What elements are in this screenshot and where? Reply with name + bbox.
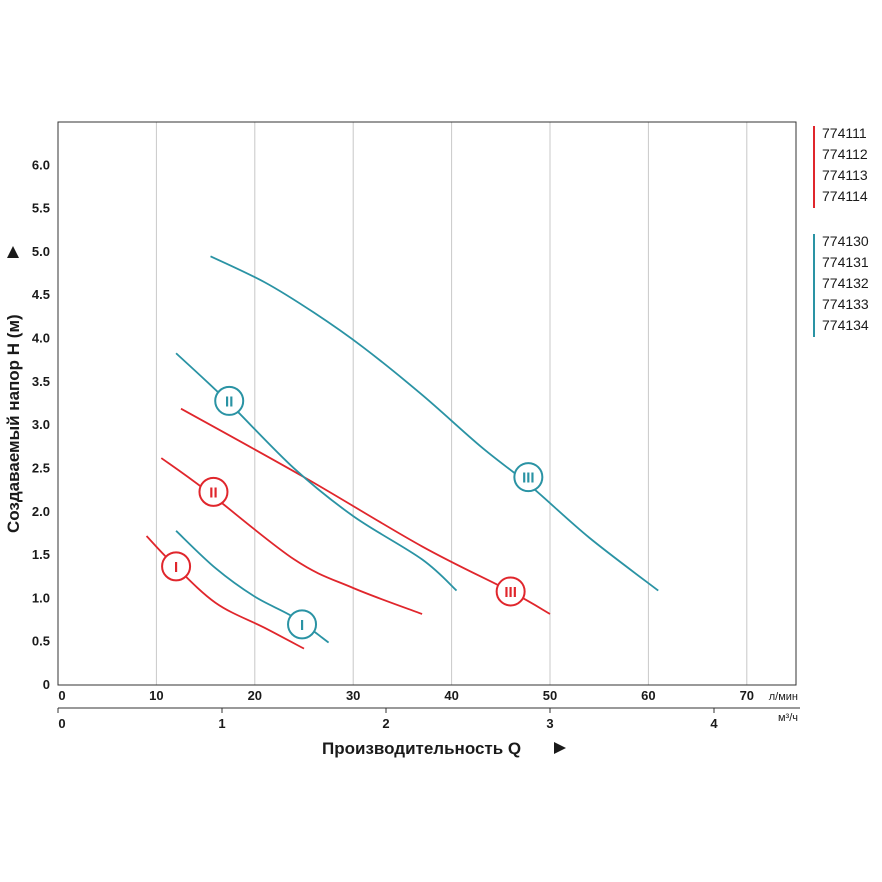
y-tick-label: 2.5 bbox=[32, 460, 50, 475]
legend-entry: 774133 bbox=[822, 296, 869, 312]
y-axis-title: Создаваемый напор H (м) bbox=[4, 314, 23, 533]
legend-entry: 774130 bbox=[822, 233, 869, 249]
speed-marker-red-iii: III bbox=[495, 576, 526, 607]
speed-marker-circle bbox=[214, 385, 245, 416]
x-tick-label: 10 bbox=[149, 688, 163, 703]
speed-marker-blue-i: I bbox=[287, 609, 318, 640]
legend-entry: 774114 bbox=[822, 188, 868, 204]
plot-frame bbox=[57, 121, 797, 686]
speed-marker-circle bbox=[287, 609, 318, 640]
speed-marker-label: III bbox=[504, 584, 517, 601]
speed-marker-label: III bbox=[522, 470, 535, 487]
y-tick-label: 0.5 bbox=[32, 634, 50, 649]
y-tick-label: 5.5 bbox=[32, 201, 50, 216]
y-tick-label: 3.5 bbox=[32, 374, 50, 389]
x-tick-label: 50 bbox=[543, 688, 557, 703]
legend-entry: 774112 bbox=[822, 146, 868, 162]
x-tick-label: 40 bbox=[444, 688, 458, 703]
speed-marker-label: I bbox=[174, 559, 178, 576]
speed-marker-label: II bbox=[209, 484, 217, 501]
x-axis-title-group: Производительность Q bbox=[322, 739, 566, 758]
x2-tick-labels: 0 1 2 3 4 bbox=[57, 708, 718, 731]
x2-tick-label: 3 bbox=[546, 716, 553, 731]
speed-marker-blue-iii: III bbox=[513, 462, 544, 493]
x-axis-unit: л/мин bbox=[769, 691, 798, 703]
x-tick-label: 0 bbox=[58, 688, 65, 703]
x-tick-label: 30 bbox=[346, 688, 360, 703]
speed-marker-circle bbox=[513, 462, 544, 493]
y-tick-label: 3.0 bbox=[32, 417, 50, 432]
x2-tick-label: 0 bbox=[58, 716, 65, 731]
speed-marker-circle bbox=[161, 551, 192, 582]
y-tick-labels: 0 0.5 1.0 1.5 2.0 2.5 3.0 3.5 4.0 4.5 5.0 5.5 6.0 bbox=[32, 157, 50, 692]
x-tick-labels: 0 10 20 30 40 50 60 70 bbox=[58, 688, 754, 703]
legend-entry: 774132 bbox=[822, 275, 869, 291]
series-line-red-ii bbox=[160, 457, 423, 615]
speed-marker-circle bbox=[198, 476, 229, 507]
x2-axis-unit: м³/ч bbox=[778, 712, 798, 724]
y-axis-title-group: Создаваемый напор H (м) bbox=[4, 246, 23, 533]
y-tick-label: 0 bbox=[43, 677, 50, 692]
legend-entry: 774134 bbox=[822, 317, 869, 333]
x-axis-arrow-icon bbox=[554, 742, 566, 754]
speed-marker-label: I bbox=[300, 617, 304, 634]
y-tick-label: 4.5 bbox=[32, 287, 50, 302]
speed-marker-red-i: I bbox=[161, 551, 192, 582]
y-tick-label: 1.0 bbox=[32, 590, 50, 605]
y-tick-label: 4.0 bbox=[32, 331, 50, 346]
speed-marker-red-ii: II bbox=[198, 476, 229, 507]
x2-tick-label: 4 bbox=[710, 716, 718, 731]
y-axis-arrow-icon bbox=[7, 246, 19, 258]
series-line-blue-iii bbox=[210, 255, 659, 592]
speed-marker-circle bbox=[495, 576, 526, 607]
y-tick-label: 5.0 bbox=[32, 244, 50, 259]
grid-lines bbox=[155, 122, 748, 685]
x2-tick-label: 2 bbox=[382, 716, 389, 731]
x2-tick-label: 1 bbox=[218, 716, 225, 731]
legend-entry: 774113 bbox=[822, 167, 868, 183]
speed-marker-label: II bbox=[225, 393, 233, 410]
y-tick-label: 1.5 bbox=[32, 547, 50, 562]
y-tick-label: 2.0 bbox=[32, 504, 50, 519]
legend: 774111 774112 774113 774114 774130 774131 7741… bbox=[813, 125, 869, 337]
y-tick-label: 6.0 bbox=[32, 157, 50, 172]
x-tick-label: 20 bbox=[248, 688, 262, 703]
x-tick-label: 60 bbox=[641, 688, 655, 703]
x-tick-label: 70 bbox=[740, 688, 754, 703]
x-axis-title: Производительность Q bbox=[322, 739, 521, 758]
legend-entry: 774111 bbox=[822, 125, 867, 141]
legend-entry: 774131 bbox=[822, 254, 869, 270]
speed-marker-blue-ii: II bbox=[214, 385, 245, 416]
series-line-red-i bbox=[145, 535, 305, 650]
